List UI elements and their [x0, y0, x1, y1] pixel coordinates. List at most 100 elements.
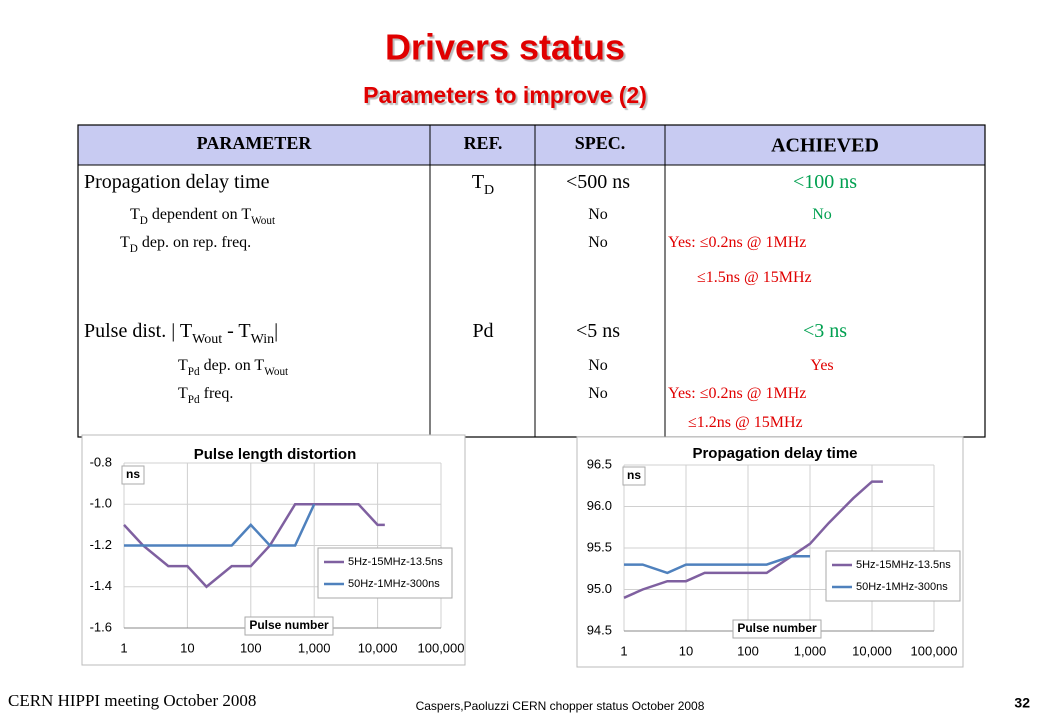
subscript: D — [484, 183, 494, 198]
x-tick-label: 100 — [737, 643, 759, 658]
subscript: Pd — [188, 394, 200, 406]
y-tick-label: 96.0 — [587, 498, 612, 513]
cell-text: No — [588, 385, 608, 402]
y-axis-label: ns — [126, 467, 140, 481]
cell-text: Pulse dist. | TWout - TWin| — [84, 320, 278, 347]
x-tick-label: 1,000 — [298, 640, 331, 655]
cell-text: Yes: ≤0.2ns @ 1MHz — [668, 234, 806, 251]
text-part: Yes — [810, 357, 833, 374]
cell-text: ≤1.2ns @ 15MHz — [688, 414, 803, 431]
cell-text: <500 ns — [566, 171, 630, 193]
subscript: Win — [251, 332, 275, 347]
legend-label: 50Hz-1MHz-300ns — [348, 578, 440, 590]
cell-text: No — [588, 206, 608, 223]
slide-subtitle: Parameters to improve (2) — [363, 82, 647, 108]
text-part: Propagation delay time — [84, 171, 270, 193]
y-tick-label: -1.2 — [90, 537, 112, 552]
y-label-box — [622, 466, 646, 486]
y-label-box — [121, 465, 145, 485]
text-part: No — [588, 385, 608, 402]
x-tick-label: 10,000 — [358, 640, 398, 655]
subscript: D — [130, 243, 138, 255]
x-axis-label: Pulse number — [737, 621, 817, 635]
x-label-box — [732, 619, 822, 639]
text-part: No — [588, 234, 608, 251]
series-line — [123, 503, 385, 589]
cell-text: <100 ns — [793, 171, 857, 193]
text-part: T — [178, 385, 188, 402]
x-tick-label: 1 — [620, 643, 627, 658]
table-header-bg — [78, 125, 985, 165]
text-part: <3 ns — [803, 320, 847, 342]
x-tick-label: 10,000 — [852, 643, 892, 658]
cell-text: Yes: ≤0.2ns @ 1MHz — [668, 385, 806, 402]
text-part: Yes: ≤0.2ns @ 1MHz — [668, 385, 806, 402]
text-part: T — [120, 234, 130, 251]
slide-title: Drivers status — [385, 27, 625, 68]
x-tick-label: 1,000 — [794, 643, 827, 658]
x-label-box — [244, 616, 334, 636]
cell-text: <3 ns — [803, 320, 847, 342]
text-part: ≤1.2ns @ 15MHz — [688, 414, 803, 431]
series-line — [624, 555, 810, 575]
cell-text: No — [588, 357, 608, 374]
cell-text: ≤1.5ns @ 15MHz — [697, 269, 812, 286]
cell-text: No — [812, 206, 832, 223]
x-tick-label: 100,000 — [418, 640, 465, 655]
cell-text: TPd freq. — [178, 385, 233, 406]
legend-label: 5Hz-15MHz-13.5ns — [856, 559, 951, 571]
y-tick-label: 95.0 — [587, 581, 612, 596]
cell-text: TPd dep. on TWout — [178, 357, 289, 378]
y-tick-label: -0.8 — [90, 454, 112, 469]
footer-center: Caspers,Paoluzzi CERN chopper status Oct… — [416, 699, 705, 713]
subscript: Pd — [188, 366, 200, 378]
chart: 94.5 95.0 95.5 96.0 96.5 1 10 100 1,000 10,000 100… — [576, 436, 964, 668]
x-tick-label: 10 — [180, 640, 194, 655]
text-part: ≤1.5ns @ 15MHz — [697, 269, 812, 286]
text-part: | — [274, 320, 278, 342]
legend-box — [825, 550, 961, 602]
y-tick-label: 94.5 — [587, 622, 612, 637]
text-part: Pulse dist. | T — [84, 320, 192, 342]
text-part: Yes: ≤0.2ns @ 1MHz — [668, 234, 806, 251]
y-tick-label: -1.6 — [90, 619, 112, 634]
series-line — [124, 503, 316, 547]
text-part: dep. on T — [200, 357, 265, 374]
footer-left: CERN HIPPI meeting October 2008 — [8, 691, 256, 710]
x-tick-label: 1 — [120, 640, 127, 655]
subscript: Wout — [264, 366, 289, 378]
x-tick-label: 100 — [240, 640, 262, 655]
cell-text: TD dependent on TWout — [130, 206, 276, 227]
chart-title: Pulse length distortion — [194, 446, 357, 463]
column-header: REF. — [464, 133, 503, 153]
text-part: No — [812, 206, 832, 223]
cell-text: Propagation delay time — [84, 171, 270, 193]
page-number: 32 — [1014, 695, 1030, 711]
table-border — [77, 124, 986, 438]
cell-text: TD dep. on rep. freq. — [120, 234, 251, 255]
chart: -1.6 -1.4 -1.2 -1.0 -0.8 1 10 100 1,000 10,000 100… — [81, 434, 466, 666]
text-part: T — [130, 206, 140, 223]
cell-text: No — [588, 234, 608, 251]
column-header: ACHIEVED — [771, 135, 879, 157]
text-part: No — [588, 357, 608, 374]
column-header: PARAMETER — [197, 133, 313, 153]
cell-text: Yes — [810, 357, 833, 374]
text-part: - T — [222, 320, 251, 342]
x-tick-label: 10 — [679, 643, 693, 658]
text-part: No — [588, 206, 608, 223]
legend-label: 5Hz-15MHz-13.5ns — [348, 556, 443, 568]
x-tick-label: 100,000 — [911, 643, 958, 658]
cell-text: <5 ns — [576, 320, 620, 342]
y-tick-label: -1.0 — [90, 496, 112, 511]
text-part: dep. on rep. freq. — [138, 234, 251, 251]
column-header: SPEC. — [575, 133, 626, 153]
chart-title: Propagation delay time — [692, 445, 857, 462]
text-part: Pd — [472, 320, 493, 342]
legend-box — [317, 547, 453, 599]
text-part: <100 ns — [793, 171, 857, 193]
text-part: <500 ns — [566, 171, 630, 193]
y-tick-label: 95.5 — [587, 539, 612, 554]
x-axis-label: Pulse number — [249, 618, 329, 632]
